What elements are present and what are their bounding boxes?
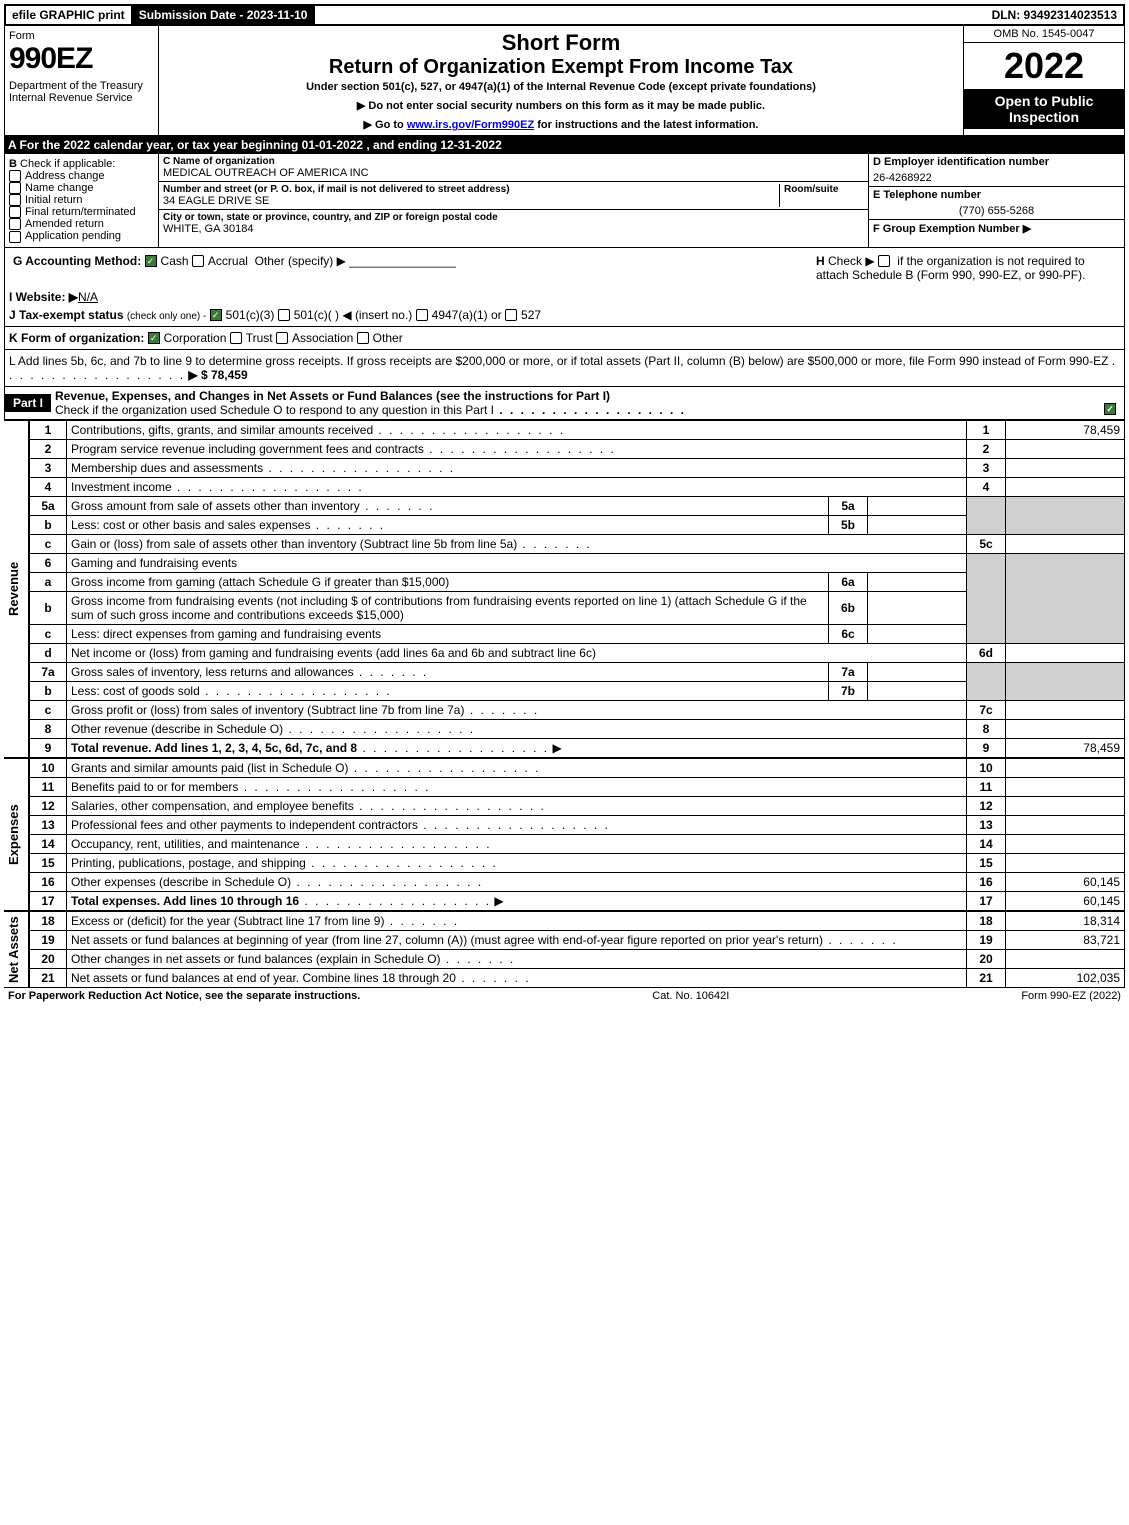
paperwork-notice: For Paperwork Reduction Act Notice, see … [8,990,360,1002]
form-version: Form 990-EZ (2022) [1021,990,1121,1002]
gross-receipts: ▶ $ 78,459 [188,368,247,382]
checkbox-accrual[interactable] [192,255,204,267]
top-bar: efile GRAPHIC print Submission Date - 20… [4,4,1125,26]
line-a: A For the 2022 calendar year, or tax yea… [4,136,1125,154]
checkbox-cash[interactable]: ✓ [145,255,157,267]
revenue-label: Revenue [4,420,29,758]
form-title: Return of Organization Exempt From Incom… [163,56,959,79]
line-17-amount: 60,145 [1006,891,1125,910]
checkbox-address-change[interactable] [9,170,21,182]
checkbox-501c[interactable] [278,309,290,321]
form-subtitle: Under section 501(c), 527, or 4947(a)(1)… [163,81,959,93]
section-k: K Form of organization: ✓Corporation Tru… [4,327,1125,350]
ssn-note: ▶ Do not enter social security numbers o… [163,99,959,112]
section-bcdef: B Check if applicable: Address change Na… [4,154,1125,248]
line-16-amount: 60,145 [1006,872,1125,891]
part-i-header: Part I Revenue, Expenses, and Changes in… [4,387,1125,420]
checkbox-501c3[interactable]: ✓ [210,309,222,321]
netassets-label: Net Assets [4,911,29,988]
telephone: (770) 655-5268 [869,203,1124,219]
revenue-table: 1Contributions, gifts, grants, and simil… [29,420,1125,758]
checkbox-other-org[interactable] [357,332,369,344]
form-number: 990EZ [9,42,154,76]
part-i-label: Part I [5,394,51,412]
revenue-section: Revenue 1Contributions, gifts, grants, a… [4,420,1125,758]
line-19-amount: 83,721 [1006,930,1125,949]
website: N/A [78,290,98,304]
checkbox-schedule-o[interactable]: ✓ [1104,403,1116,415]
short-form-title: Short Form [163,30,959,56]
expenses-table: 10Grants and similar amounts paid (list … [29,758,1125,911]
org-street: 34 EAGLE DRIVE SE [163,195,779,207]
checkbox-4947[interactable] [416,309,428,321]
org-name: MEDICAL OUTREACH OF AMERICA INC [163,167,864,179]
checkbox-association[interactable] [276,332,288,344]
submission-date: Submission Date - 2023-11-10 [133,6,316,24]
efile-label: efile GRAPHIC print [6,6,133,24]
form-header: Form 990EZ Department of the Treasury In… [4,26,1125,136]
ein-label: D Employer identification number [869,154,1124,170]
column-b: B Check if applicable: Address change Na… [5,154,159,247]
omb-number: OMB No. 1545-0047 [964,26,1124,43]
line-1-amount: 78,459 [1006,420,1125,439]
checkbox-amended-return[interactable] [9,218,21,230]
header-left: Form 990EZ Department of the Treasury In… [5,26,159,135]
department: Department of the Treasury Internal Reve… [9,80,154,104]
expenses-label: Expenses [4,758,29,911]
netassets-table: 18Excess or (deficit) for the year (Subt… [29,911,1125,988]
goto-note: ▶ Go to www.irs.gov/Form990EZ for instru… [163,118,959,131]
column-def: D Employer identification number 26-4268… [868,154,1124,247]
line-9-amount: 78,459 [1006,738,1125,757]
checkbox-final-return[interactable] [9,206,21,218]
ein-value: 26-4268922 [869,170,1124,186]
open-inspection: Open to Public Inspection [964,89,1124,129]
checkbox-h[interactable] [878,255,890,267]
checkbox-trust[interactable] [230,332,242,344]
tax-year: 2022 [964,43,1124,89]
page-footer: For Paperwork Reduction Act Notice, see … [4,988,1125,1004]
irs-link[interactable]: www.irs.gov/Form990EZ [407,119,534,131]
dln: DLN: 93492314023513 [986,6,1123,24]
section-ghi: G Accounting Method: ✓Cash Accrual Other… [4,248,1125,327]
checkbox-corporation[interactable]: ✓ [148,332,160,344]
group-exemption: F Group Exemption Number ▶ [873,223,1031,235]
form-word: Form [9,30,154,42]
org-city: WHITE, GA 30184 [163,223,864,235]
header-right: OMB No. 1545-0047 2022 Open to Public In… [963,26,1124,135]
line-21-amount: 102,035 [1006,968,1125,987]
checkbox-name-change[interactable] [9,182,21,194]
checkbox-initial-return[interactable] [9,194,21,206]
column-c: C Name of organization MEDICAL OUTREACH … [159,154,868,247]
expenses-section: Expenses 10Grants and similar amounts pa… [4,758,1125,911]
header-center: Short Form Return of Organization Exempt… [159,26,963,135]
line-18-amount: 18,314 [1006,911,1125,930]
checkbox-527[interactable] [505,309,517,321]
netassets-section: Net Assets 18Excess or (deficit) for the… [4,911,1125,988]
checkbox-application-pending[interactable] [9,231,21,243]
catalog-number: Cat. No. 10642I [652,990,729,1002]
section-l: L Add lines 5b, 6c, and 7b to line 9 to … [4,350,1125,387]
